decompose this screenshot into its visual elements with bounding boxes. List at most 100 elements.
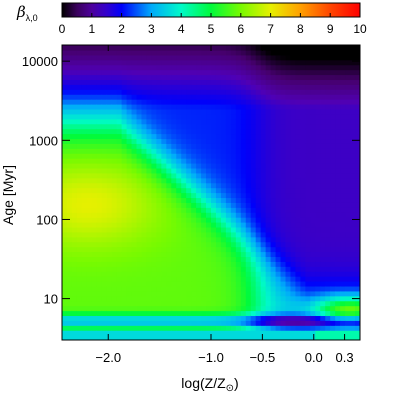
heatmap-cell: [66, 89, 73, 95]
heatmap-cell: [156, 177, 162, 184]
heatmap-cell: [220, 202, 227, 208]
heatmap-cell: [81, 108, 88, 115]
heatmap-cell: [62, 315, 68, 321]
heatmap-cell: [300, 271, 306, 277]
heatmap-cell: [201, 69, 207, 76]
heatmap-cell: [101, 172, 108, 179]
heatmap-cell: [86, 300, 93, 307]
heatmap-cell: [131, 325, 138, 331]
heatmap-cell: [71, 177, 78, 184]
heatmap-cell: [136, 143, 143, 149]
heatmap-cell: [355, 226, 360, 233]
heatmap-cell: [191, 246, 197, 253]
heatmap-cell: [220, 64, 227, 71]
heatmap-cell: [325, 187, 331, 194]
heatmap-cell: [171, 330, 177, 336]
heatmap-cell: [250, 335, 257, 340]
heatmap-cell: [250, 143, 257, 149]
heatmap-cell: [176, 104, 182, 110]
heatmap-cell: [176, 59, 182, 66]
heatmap-cell: [181, 79, 187, 85]
heatmap-cell: [126, 295, 133, 302]
heatmap-cell: [141, 59, 148, 66]
heatmap-cell: [225, 261, 232, 267]
heatmap-cell: [240, 172, 247, 179]
heatmap-cell: [141, 99, 148, 105]
heatmap-cell: [260, 104, 267, 110]
heatmap-cell: [91, 64, 98, 71]
heatmap-cell: [355, 241, 360, 248]
heatmap-cell: [96, 192, 103, 199]
heatmap-cell: [295, 285, 301, 292]
heatmap-cell: [250, 118, 257, 125]
heatmap-cell: [171, 153, 177, 159]
heatmap-cell: [161, 84, 167, 90]
heatmap-cell: [320, 158, 326, 164]
heatmap-cell: [86, 167, 93, 174]
heatmap-cell: [350, 74, 356, 81]
heatmap-cell: [86, 108, 93, 115]
heatmap-cell: [196, 54, 202, 61]
heatmap-cell: [121, 271, 128, 277]
heatmap-cell: [96, 256, 103, 262]
heatmap-cell: [141, 128, 148, 135]
heatmap-cell: [325, 325, 331, 331]
heatmap-cell: [156, 192, 162, 199]
heatmap-cell: [265, 290, 272, 297]
heatmap-cell: [62, 94, 68, 100]
heatmap-cell: [141, 251, 148, 258]
heatmap-cell: [215, 300, 222, 307]
heatmap-cell: [300, 226, 306, 233]
heatmap-cell: [290, 202, 297, 208]
heatmap-cell: [186, 158, 192, 164]
heatmap-cell: [310, 290, 316, 297]
heatmap-cell: [151, 54, 157, 61]
heatmap-cell: [290, 163, 297, 169]
heatmap-cell: [206, 266, 212, 272]
heatmap-cell: [280, 285, 287, 292]
heatmap-cell: [220, 246, 227, 253]
heatmap-cell: [81, 187, 88, 194]
heatmap-cell: [280, 128, 287, 135]
heatmap-cell: [355, 187, 360, 194]
heatmap-cell: [345, 256, 351, 262]
heatmap-cell: [136, 197, 143, 203]
heatmap-cell: [62, 285, 68, 292]
heatmap-cell: [250, 177, 257, 184]
heatmap-cell: [116, 172, 123, 179]
heatmap-cell: [285, 251, 292, 258]
heatmap-cell: [290, 49, 297, 56]
heatmap-cell: [121, 310, 128, 317]
heatmap-cell: [230, 281, 237, 287]
heatmap-cell: [96, 158, 103, 164]
heatmap-cell: [310, 222, 316, 228]
heatmap-cell: [250, 212, 257, 218]
heatmap-cell: [250, 236, 257, 243]
heatmap-cell: [325, 231, 331, 238]
heatmap-cell: [300, 113, 306, 120]
heatmap-cell: [355, 64, 360, 71]
heatmap-cell: [345, 202, 351, 208]
heatmap-cell: [355, 54, 360, 61]
heatmap-cell: [240, 177, 247, 184]
heatmap-cell: [71, 305, 78, 312]
heatmap-cell: [211, 320, 217, 326]
heatmap-cell: [81, 207, 88, 213]
heatmap-cell: [345, 99, 351, 105]
heatmap-cell: [201, 113, 207, 120]
heatmap-cell: [81, 163, 88, 169]
colorbar-tick-label: 2: [118, 22, 125, 36]
heatmap-cell: [245, 158, 252, 164]
heatmap-cell: [201, 330, 207, 336]
heatmap-cell: [295, 148, 301, 154]
heatmap-cell: [325, 305, 331, 312]
heatmap-cell: [96, 261, 103, 267]
heatmap-cell: [71, 295, 78, 302]
heatmap-cell: [171, 187, 177, 194]
heatmap-cell: [330, 226, 336, 233]
heatmap-cell: [136, 290, 143, 297]
heatmap-cell: [300, 231, 306, 238]
heatmap-cell: [146, 123, 152, 130]
heatmap-cell: [206, 310, 212, 317]
heatmap-cell: [86, 172, 93, 179]
